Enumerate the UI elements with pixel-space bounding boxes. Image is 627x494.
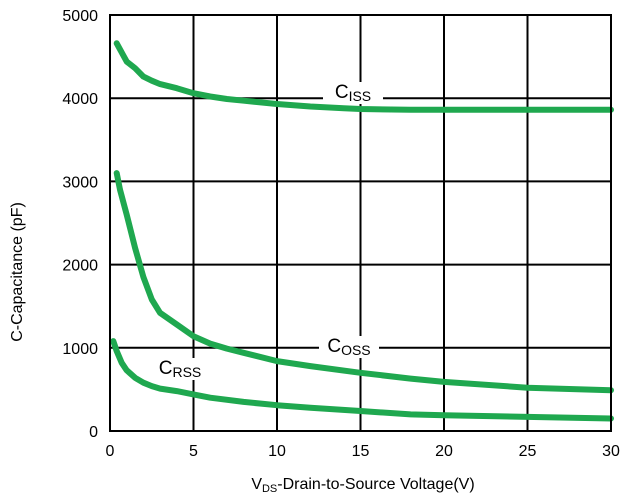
y-tick-label: 5000 xyxy=(62,8,98,25)
x-tick-label: 30 xyxy=(602,443,620,460)
y-tick-label: 2000 xyxy=(62,258,98,275)
y-tick-label: 3000 xyxy=(62,174,98,191)
series-labels: CISS COSS CRSS xyxy=(150,82,383,380)
x-tick-labels: 0 5 10 15 20 25 30 xyxy=(106,443,620,460)
y-tick-label: 0 xyxy=(89,424,98,441)
x-axis-title-rest: -Drain-to-Source Voltage(V) xyxy=(277,476,474,493)
plot-frame xyxy=(109,14,612,432)
y-axis-title: C-Capacitance (pF) xyxy=(9,202,26,342)
x-tick-label: 5 xyxy=(189,443,198,460)
series-label-bg xyxy=(319,336,379,358)
x-tick-label: 20 xyxy=(435,443,453,460)
y-tick-label: 1000 xyxy=(62,341,98,358)
x-tick-label: 25 xyxy=(519,443,537,460)
series-label-oss: COSS xyxy=(327,336,370,358)
series-label-rss: CRSS xyxy=(159,358,202,380)
x-axis-title: VDS-Drain-to-Source Voltage(V) xyxy=(251,476,474,494)
y-tick-label: 4000 xyxy=(62,91,98,108)
x-tick-label: 10 xyxy=(268,443,286,460)
x-axis-title-main: V xyxy=(251,476,262,493)
series-line-iss xyxy=(113,40,614,113)
x-tick-label: 0 xyxy=(106,443,115,460)
series-line-oss xyxy=(113,170,614,394)
series-label-iss: CISS xyxy=(335,82,371,104)
series-line-rss xyxy=(110,338,614,422)
series-label-bg xyxy=(150,358,210,380)
y-tick-labels: 0 1000 2000 3000 4000 5000 xyxy=(62,8,98,441)
series-layer xyxy=(110,40,614,422)
x-axis-title-sub: DS xyxy=(262,483,277,494)
series-label-bg xyxy=(323,82,383,104)
x-tick-label: 15 xyxy=(352,443,370,460)
